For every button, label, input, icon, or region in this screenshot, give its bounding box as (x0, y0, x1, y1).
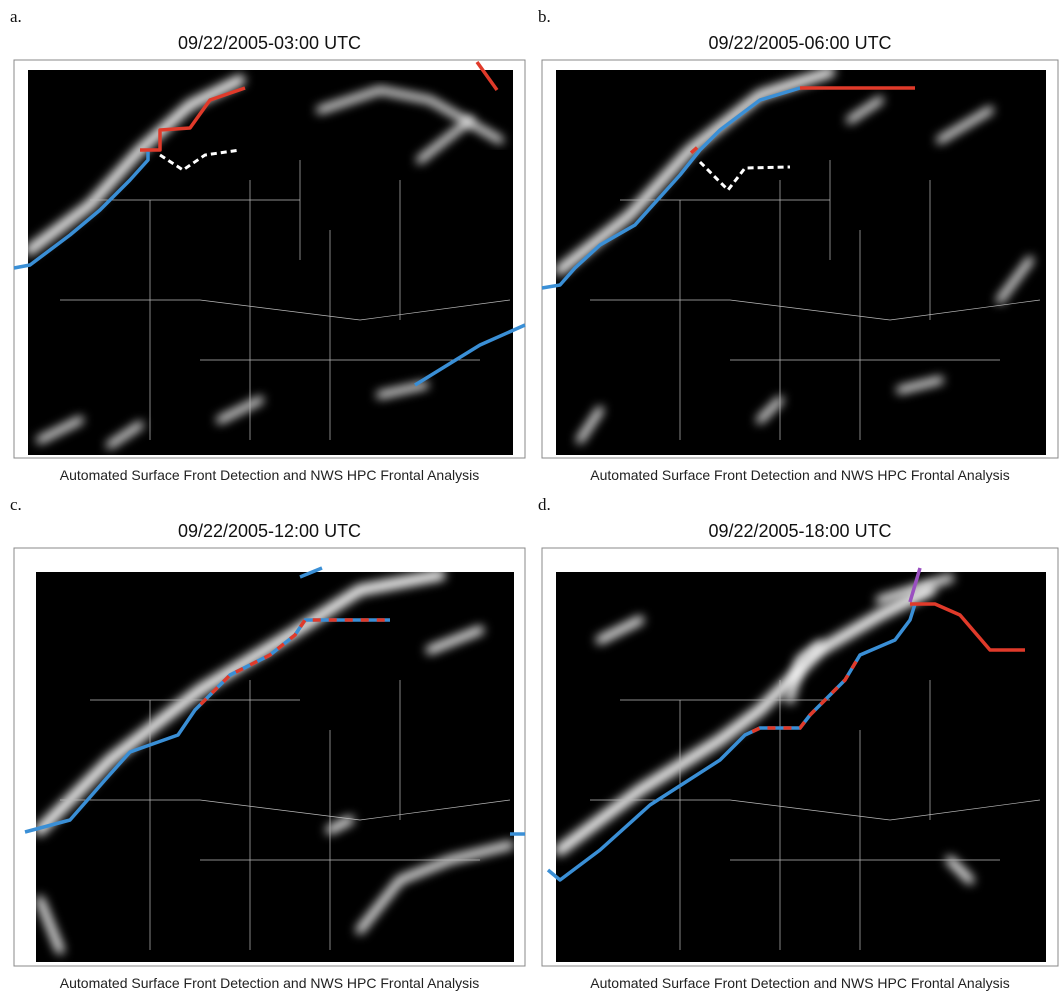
map (556, 70, 1046, 455)
panel-title: 09/22/2005-03:00 UTC (178, 33, 361, 53)
panel-caption: Automated Surface Front Detection and NW… (60, 975, 479, 991)
panel-title: 09/22/2005-18:00 UTC (708, 521, 891, 541)
panel-letter: d. (538, 495, 551, 514)
panel-letter: a. (10, 7, 22, 26)
map-panel (14, 548, 525, 966)
map-panel (542, 60, 1058, 458)
panel-caption: Automated Surface Front Detection and NW… (590, 975, 1009, 991)
panel-title: 09/22/2005-06:00 UTC (708, 33, 891, 53)
figure: a. 09/22/2005-03:00 UTC Automated Surface … (0, 0, 1063, 992)
panel-caption: Automated Surface Front Detection and NW… (60, 467, 479, 483)
map-panel (542, 548, 1058, 966)
panel-caption: Automated Surface Front Detection and NW… (590, 467, 1009, 483)
panel-title: 09/22/2005-12:00 UTC (178, 521, 361, 541)
panel-letter: c. (10, 495, 22, 514)
map-panel (14, 60, 525, 458)
map (28, 70, 513, 455)
panel-letter: b. (538, 7, 551, 26)
